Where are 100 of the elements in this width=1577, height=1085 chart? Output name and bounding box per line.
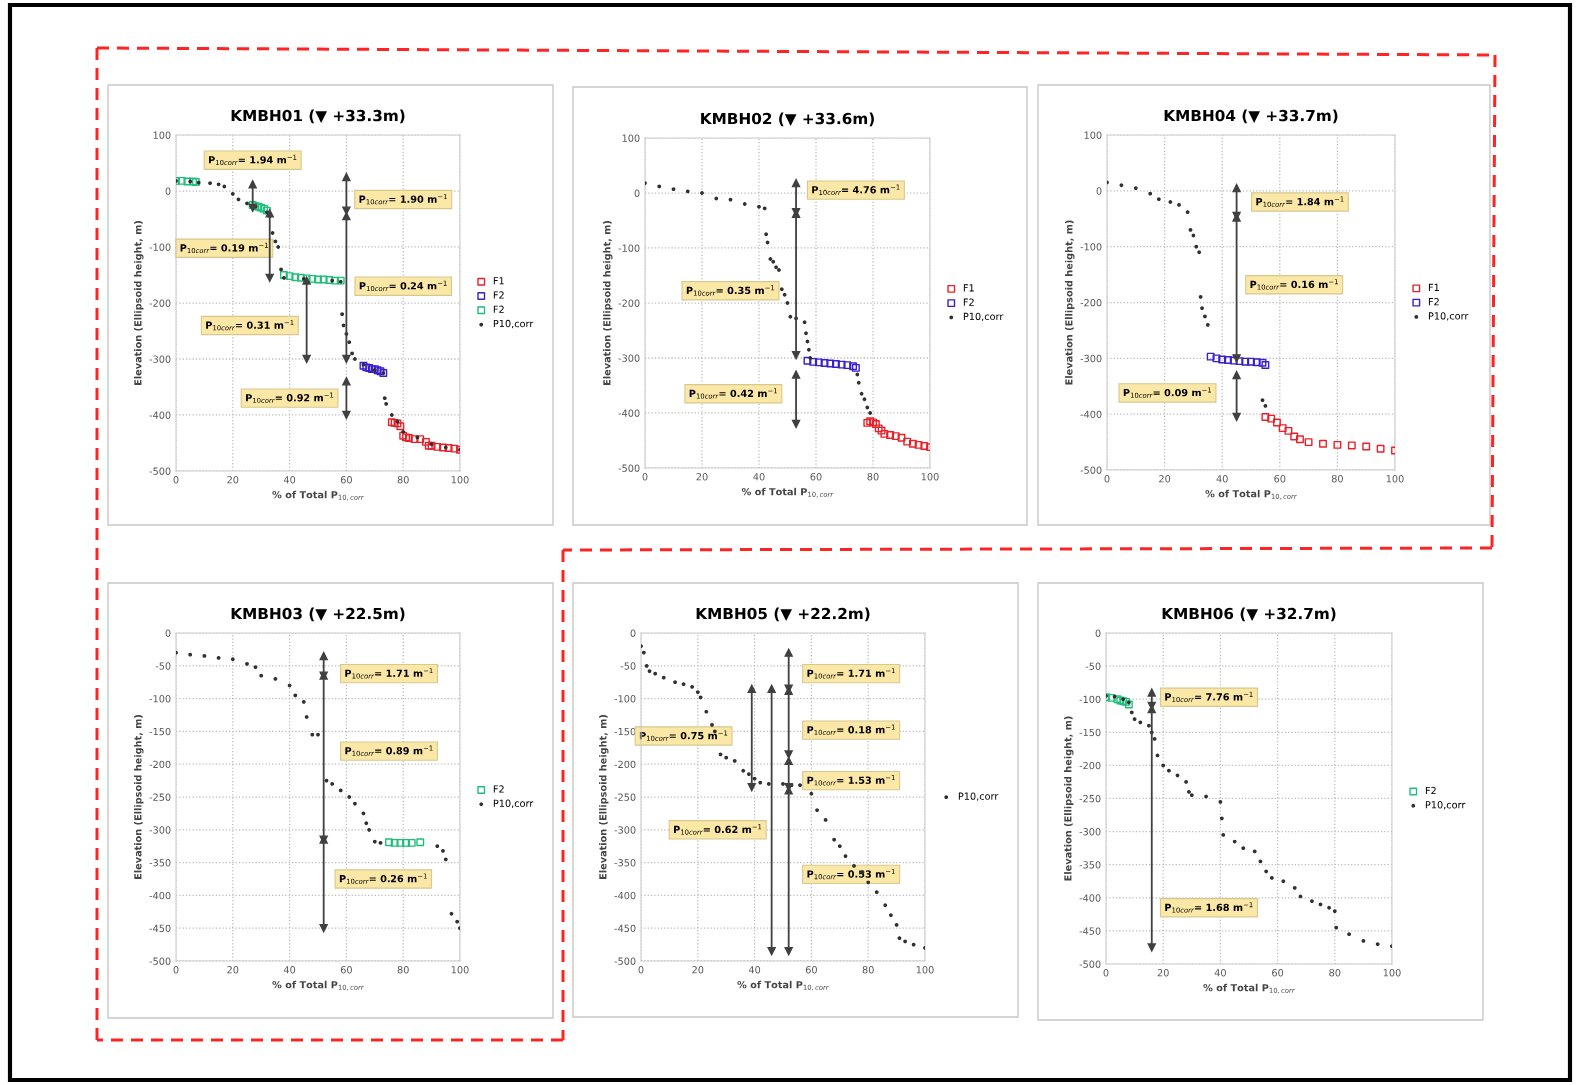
y-axis-title: Elevation (Ellipsoid height, m)	[134, 715, 144, 879]
y-tick-label: -200	[149, 760, 171, 769]
x-axis-title: % of Total P$_{10,corr}$	[737, 980, 829, 991]
x-tick-label: 80	[862, 966, 874, 974]
x-tick-label: 0	[173, 476, 179, 484]
y-tick-label: -100	[149, 243, 171, 251]
x-tick-label: 40	[753, 473, 765, 481]
x-tick-label: 100	[451, 476, 469, 484]
y-axis-title: Elevation (Ellipsoid height, m)	[1064, 716, 1074, 881]
y-tick-label: -100	[1080, 243, 1102, 251]
y-tick-label: -100	[618, 244, 640, 252]
y-axis-title: Elevation (Ellipsoid height, m)	[603, 221, 613, 385]
x-tick-label: 40	[1216, 475, 1228, 483]
x-tick-label: 40	[1214, 969, 1226, 977]
y-tick-label: -300	[149, 355, 171, 363]
x-tick-label: 60	[810, 473, 822, 481]
x-tick-label: 80	[397, 966, 409, 974]
chart-title: KMBH04 (▼ +33.7m)	[1164, 109, 1338, 124]
chart-title: KMBH01 (▼ +33.3m)	[231, 109, 405, 124]
y-tick-label: -400	[614, 891, 636, 900]
x-tick-label: 80	[397, 476, 409, 484]
y-tick-label: -400	[1080, 410, 1102, 418]
y-tick-label: 0	[1096, 187, 1102, 195]
annotation: P$_{10corr}$= 0.89 m$^{−1}$	[345, 745, 433, 756]
y-tick-label: -350	[149, 859, 171, 867]
annotation: P$_{10corr}$= 1.90 m$^{−1}$	[359, 193, 447, 205]
x-tick-label: 0	[173, 966, 179, 974]
x-tick-label: 80	[867, 473, 879, 481]
y-tick-label: -500	[1080, 466, 1102, 474]
y-tick-label: 100	[622, 134, 640, 142]
annotation: P$_{10corr}$= 7.76 m$^{−1}$	[1165, 691, 1253, 703]
y-tick-label: -200	[149, 299, 171, 307]
chart-title: KMBH02 (▼ +33.6m)	[701, 112, 874, 127]
legend-label: P10,corr	[963, 312, 1004, 322]
annotation: P$_{10corr}$= 0.92 m$^{−1}$	[246, 392, 334, 403]
x-tick-label: 60	[340, 476, 352, 484]
y-tick-label: 100	[1084, 131, 1102, 139]
y-tick-label: -400	[149, 891, 171, 900]
legend-label: F2	[1428, 297, 1439, 306]
legend-label: F2	[493, 291, 504, 299]
y-tick-label: -300	[614, 826, 636, 834]
y-tick-label: -250	[614, 793, 636, 801]
annotation: P$_{10corr}$= 1.71 m$^{−1}$	[345, 668, 433, 679]
y-tick-label: -150	[1079, 728, 1101, 737]
legend-label: F1	[1428, 283, 1439, 291]
y-tick-label: -300	[1079, 828, 1101, 836]
y-tick-label: -200	[1079, 761, 1101, 770]
x-tick-label: 60	[805, 966, 817, 974]
x-tick-label: 100	[451, 966, 469, 974]
legend-label: P10,corr	[958, 792, 999, 801]
chart-title: KMBH06 (▼ +32.7m)	[1162, 607, 1336, 622]
x-tick-label: 20	[1157, 969, 1169, 977]
annotation: P$_{10corr}$= 0.16 m$^{−1}$	[1250, 279, 1338, 290]
y-tick-label: -50	[620, 662, 636, 670]
x-tick-label: 80	[1329, 969, 1341, 977]
y-tick-label: -500	[149, 957, 171, 965]
y-tick-label: -300	[618, 354, 640, 362]
x-axis-title: % of Total P$_{10,corr}$	[272, 980, 364, 991]
chart-title: KMBH05 (▼ +22.2m)	[696, 607, 870, 622]
y-tick-label: -250	[1079, 794, 1101, 803]
x-axis-title: % of Total P$_{10,corr}$	[741, 487, 834, 498]
legend-label: P10,corr	[1425, 801, 1466, 810]
x-tick-label: 40	[283, 476, 296, 484]
x-tick-label: 80	[1331, 475, 1343, 483]
y-tick-label: -200	[614, 760, 636, 769]
x-tick-label: 60	[1272, 969, 1284, 977]
y-tick-label: 100	[153, 131, 171, 139]
annotation: P$_{10corr}$= 1.94 m$^{−1}$	[209, 154, 297, 166]
legend-label: P10,corr	[493, 319, 534, 329]
x-tick-label: 40	[283, 966, 296, 974]
x-tick-label: 100	[916, 966, 934, 974]
y-tick-label: -250	[149, 793, 171, 801]
annotation: P$_{10corr}$= 0.53 m$^{−1}$	[807, 868, 895, 880]
y-tick-label: -350	[1079, 861, 1101, 869]
y-tick-label: 0	[165, 629, 171, 637]
y-tick-label: 0	[1095, 629, 1101, 637]
x-tick-label: 60	[340, 966, 352, 974]
y-tick-label: 0	[634, 189, 640, 197]
annotation: P$_{10corr}$= 1.71 m$^{−1}$	[807, 668, 895, 679]
annotation: P$_{10corr}$= 0.75 m$^{−1}$	[639, 730, 728, 741]
y-tick-label: -200	[618, 299, 640, 307]
y-tick-label: -50	[1085, 662, 1101, 670]
y-tick-label: -100	[1079, 695, 1101, 704]
x-tick-label: 20	[692, 966, 704, 974]
y-tick-label: -50	[155, 662, 171, 670]
annotation: P$_{10corr}$= 0.24 m$^{−1}$	[359, 280, 447, 292]
y-tick-label: -500	[618, 464, 640, 472]
x-tick-label: 20	[696, 473, 708, 481]
y-tick-label: 0	[630, 629, 636, 637]
y-tick-label: -450	[149, 924, 171, 933]
x-tick-label: 0	[642, 473, 648, 481]
y-tick-label: -400	[618, 409, 640, 417]
x-tick-label: 20	[1159, 475, 1171, 483]
x-tick-label: 100	[921, 473, 939, 481]
annotation: P$_{10corr}$= 1.68 m$^{−1}$	[1165, 902, 1253, 913]
legend-label: P10,corr	[493, 799, 534, 808]
y-tick-label: -300	[149, 826, 171, 834]
x-tick-label: 0	[1103, 969, 1109, 977]
x-axis-title: % of Total P$_{10,corr}$	[272, 490, 364, 501]
annotation: P$_{10corr}$= 0.62 m$^{−1}$	[674, 824, 762, 835]
